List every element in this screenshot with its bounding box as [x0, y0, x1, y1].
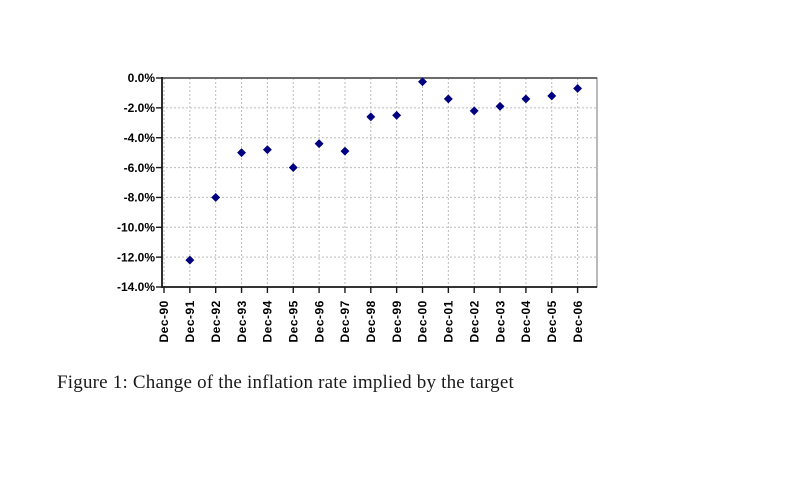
data-point — [366, 112, 376, 122]
plot-area — [161, 77, 598, 288]
y-axis-tick-label: -2.0% — [124, 101, 156, 115]
y-axis-tick-label: -10.0% — [117, 220, 155, 234]
data-point — [185, 255, 195, 265]
data-point — [547, 91, 557, 101]
x-axis-tick-label: Dec-03 — [493, 300, 507, 342]
x-axis-tick-label: Dec-06 — [571, 300, 585, 342]
y-axis-tick-label: -14.0% — [117, 280, 155, 294]
figure-caption: Figure 1: Change of the inflation rate i… — [57, 372, 514, 393]
data-point — [288, 163, 298, 173]
x-axis-tick-label: Dec-91 — [183, 300, 197, 342]
x-axis-tick-label: Dec-05 — [545, 300, 559, 342]
data-point — [314, 139, 324, 149]
data-point — [340, 146, 350, 156]
data-point — [417, 77, 428, 87]
y-axis-tick-label: -8.0% — [124, 191, 156, 205]
data-point — [262, 145, 272, 155]
x-axis-tick-label: Dec-96 — [312, 300, 326, 342]
data-point — [236, 148, 247, 158]
data-point — [211, 192, 221, 202]
x-axis-tick-label: Dec-98 — [364, 300, 378, 342]
chart-canvas: 0.0% -2.0% -4.0% -6.0% -8.0% -10.0% -12.0% -14.… — [117, 71, 598, 343]
data-point — [495, 101, 505, 111]
x-axis-tick-label: Dec-02 — [467, 300, 481, 342]
x-axis-tick-label: Dec-99 — [390, 300, 404, 342]
x-axis-tick-label: Dec-00 — [416, 300, 430, 342]
data-point — [443, 94, 453, 104]
y-axis-tick-label: -4.0% — [124, 131, 156, 145]
y-axis-tick-label: -6.0% — [124, 161, 156, 175]
data-point — [392, 110, 402, 120]
data-point — [573, 83, 583, 94]
x-axis-tick-label: Dec-92 — [209, 300, 223, 342]
x-axis-tick-label: Dec-04 — [519, 300, 533, 342]
y-axis-tick-label: 0.0% — [128, 71, 156, 85]
x-axis-tick-label: Dec-94 — [261, 300, 275, 342]
x-axis-tick-label: Dec-90 — [157, 300, 171, 342]
x-axis-tick-label: Dec-93 — [235, 300, 249, 342]
x-axis-tick-label: Dec-01 — [442, 300, 456, 342]
data-point — [521, 94, 531, 104]
x-axis-tick-label: Dec-95 — [286, 300, 300, 342]
x-axis-tick-label: Dec-97 — [338, 300, 352, 342]
y-axis-tick-label: -12.0% — [117, 250, 155, 264]
data-point — [469, 106, 479, 116]
inflation-change-chart: 0.0% -2.0% -4.0% -6.0% -8.0% -10.0% -12.0% -14.… — [117, 71, 598, 343]
